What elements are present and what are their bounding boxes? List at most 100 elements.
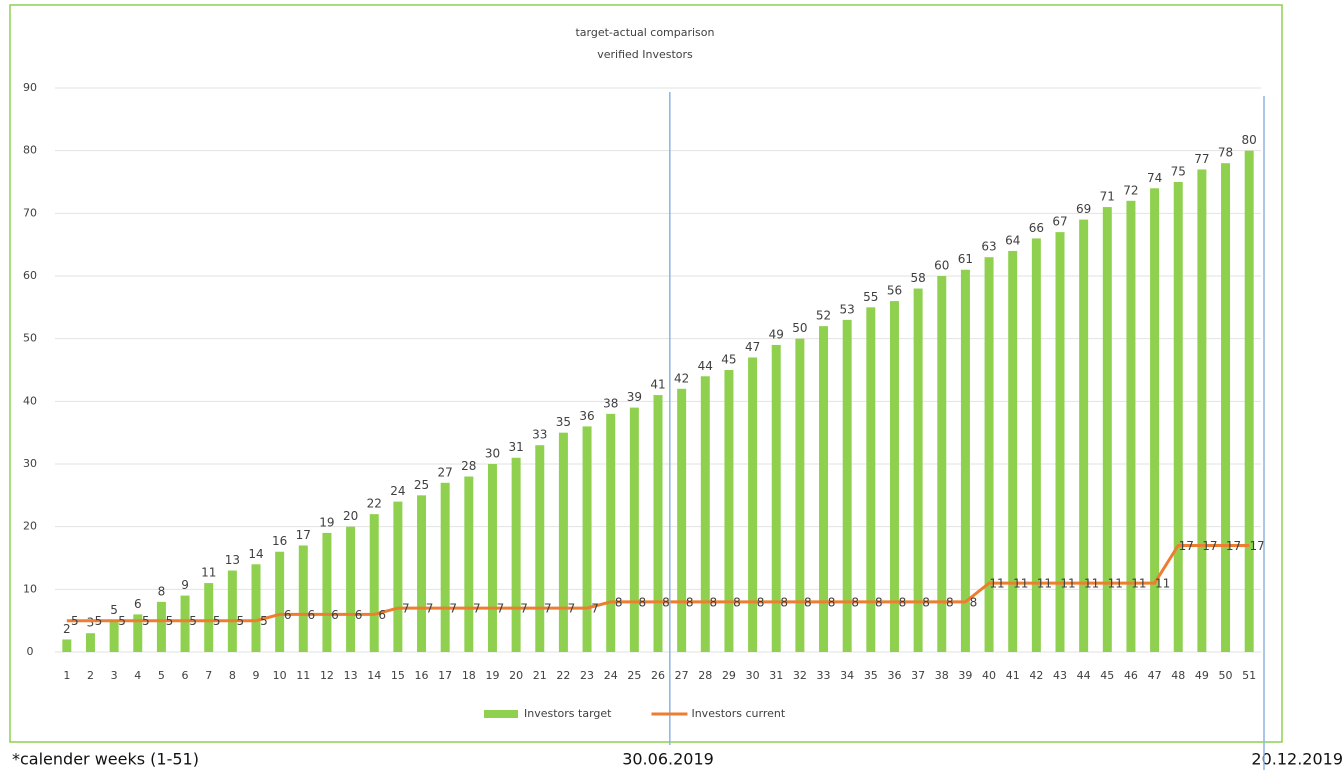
- x-tick-label: 9: [253, 669, 260, 682]
- data-label: 5: [142, 614, 150, 628]
- y-tick-label: 30: [23, 457, 37, 470]
- legend-label: Investors current: [691, 707, 785, 720]
- data-label: 6: [307, 608, 315, 622]
- data-label: 17: [296, 528, 311, 542]
- bar: [653, 395, 663, 652]
- bar: [819, 326, 829, 652]
- x-tick-label: 7: [205, 669, 212, 682]
- x-tick-label: 43: [1053, 669, 1067, 682]
- data-label: 13: [225, 553, 240, 567]
- bar: [889, 301, 899, 652]
- y-tick-label: 40: [23, 394, 37, 407]
- data-label: 8: [639, 595, 647, 609]
- data-label: 35: [556, 415, 571, 429]
- x-tick-label: 22: [556, 669, 570, 682]
- bar: [984, 257, 994, 652]
- data-label: 6: [331, 608, 339, 622]
- data-label: 11: [1131, 577, 1146, 591]
- data-label: 8: [686, 595, 694, 609]
- data-label: 53: [840, 302, 855, 316]
- annotation: 20.12.2019: [1251, 750, 1343, 769]
- x-tick-label: 5: [158, 669, 165, 682]
- data-label: 31: [508, 440, 523, 454]
- bar: [487, 464, 497, 652]
- data-label: 45: [721, 353, 736, 367]
- bar: [204, 583, 214, 652]
- data-label: 38: [603, 396, 618, 410]
- data-label: 17: [1179, 539, 1194, 553]
- x-tick-label: 40: [982, 669, 996, 682]
- x-tick-label: 37: [911, 669, 925, 682]
- data-label: 5: [71, 614, 79, 628]
- data-label: 5: [189, 614, 197, 628]
- data-label: 9: [181, 578, 189, 592]
- data-label: 77: [1194, 152, 1209, 166]
- x-tick-label: 50: [1219, 669, 1233, 682]
- data-label: 5: [110, 603, 118, 617]
- bar: [960, 269, 970, 652]
- data-label: 11: [201, 566, 216, 580]
- x-tick-label: 15: [391, 669, 405, 682]
- bar: [913, 288, 923, 652]
- data-label: 44: [698, 359, 713, 373]
- data-label: 2: [63, 622, 71, 636]
- bar: [606, 413, 616, 652]
- data-label: 22: [367, 497, 382, 511]
- bar: [393, 501, 403, 652]
- bar: [156, 601, 166, 652]
- data-label: 41: [650, 378, 665, 392]
- legend-swatch: [484, 710, 518, 718]
- x-tick-label: 32: [793, 669, 807, 682]
- bar: [109, 620, 119, 652]
- data-label: 20: [343, 509, 358, 523]
- data-label: 63: [981, 240, 996, 254]
- data-label: 75: [1171, 165, 1186, 179]
- data-label: 8: [828, 595, 836, 609]
- data-label: 27: [438, 465, 453, 479]
- x-tick-label: 17: [438, 669, 452, 682]
- bar: [842, 319, 852, 652]
- x-tick-label: 4: [134, 669, 141, 682]
- data-label: 5: [260, 614, 268, 628]
- data-label: 8: [615, 595, 623, 609]
- bar: [322, 532, 332, 652]
- bar: [440, 482, 450, 652]
- x-tick-label: 51: [1242, 669, 1256, 682]
- x-tick-label: 6: [182, 669, 189, 682]
- x-tick-label: 8: [229, 669, 236, 682]
- data-label: 25: [414, 478, 429, 492]
- data-label: 8: [804, 595, 812, 609]
- data-label: 55: [863, 290, 878, 304]
- data-label: 50: [792, 321, 807, 335]
- data-label: 8: [946, 595, 954, 609]
- data-label: 8: [899, 595, 907, 609]
- data-label: 58: [910, 271, 925, 285]
- y-tick-label: 90: [23, 81, 37, 94]
- data-label: 56: [887, 284, 902, 298]
- data-label: 33: [532, 428, 547, 442]
- annotation: 30.06.2019: [622, 750, 714, 769]
- legend-label: Investors target: [524, 707, 612, 720]
- data-label: 8: [733, 595, 741, 609]
- data-label: 36: [579, 409, 594, 423]
- x-tick-label: 34: [840, 669, 854, 682]
- data-label: 7: [426, 602, 434, 616]
- bar: [771, 344, 781, 652]
- bar: [275, 551, 285, 652]
- x-tick-label: 20: [509, 669, 523, 682]
- x-tick-label: 27: [675, 669, 689, 682]
- bar: [511, 457, 521, 652]
- x-tick-label: 36: [887, 669, 901, 682]
- data-label: 11: [1037, 577, 1052, 591]
- x-tick-label: 25: [627, 669, 641, 682]
- bar: [1008, 250, 1018, 652]
- bar: [1055, 232, 1065, 652]
- data-label: 14: [248, 547, 263, 561]
- x-tick-label: 48: [1171, 669, 1185, 682]
- data-label: 5: [213, 614, 221, 628]
- bar: [866, 307, 876, 652]
- data-label: 8: [780, 595, 788, 609]
- data-label: 6: [355, 608, 363, 622]
